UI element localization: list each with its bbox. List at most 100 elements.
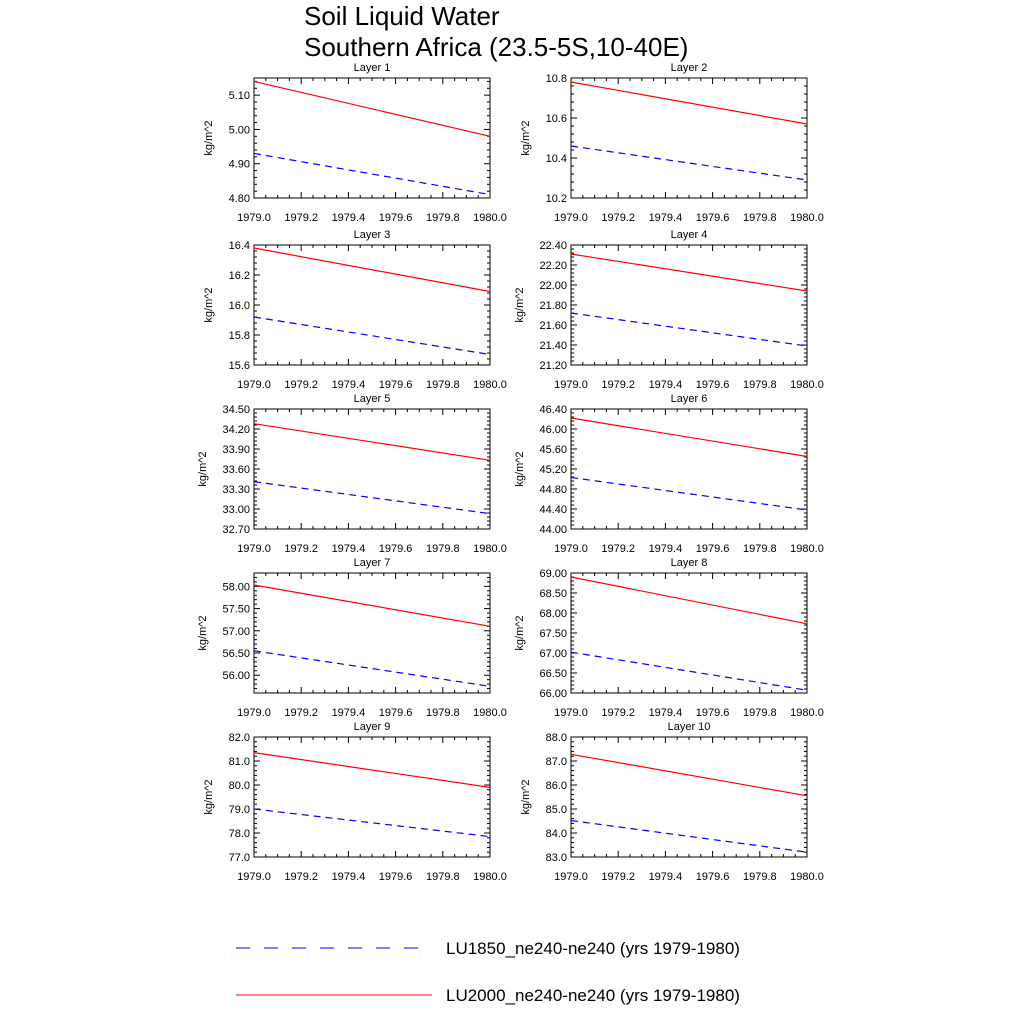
y-tick-label: 85.0 [546, 804, 567, 816]
x-tick-label: 1980.0 [473, 707, 507, 719]
y-tick-label: 10.4 [546, 153, 567, 165]
series-line-lu1850 [253, 152, 491, 196]
plot-frame [570, 572, 808, 694]
x-tick-label: 1979.8 [426, 543, 460, 555]
x-tick-label: 1979.4 [649, 212, 683, 224]
y-axis-label: kg/m^2 [203, 287, 215, 322]
y-tick-label: 21.60 [539, 320, 567, 332]
panel-title: Layer 1 [354, 62, 391, 74]
y-tick-label: 10.6 [546, 113, 567, 125]
legend-label-lu2000: LU2000_ne240-ne240 (yrs 1979-1980) [446, 986, 740, 1005]
y-tick-label: 44.40 [539, 504, 567, 516]
panel-title: Layer 5 [354, 393, 391, 405]
y-tick-label: 57.00 [222, 626, 250, 638]
y-axis-label: kg/m^2 [203, 120, 215, 155]
y-tick-label: 84.0 [546, 828, 567, 840]
series-line-lu2000 [570, 253, 808, 292]
layer-panel: Layer 6 1979.0 1979.2 1979.4 1979.6 1979.8 198… [514, 393, 824, 555]
x-tick-label: 1979.2 [284, 212, 318, 224]
y-tick-label: 5.10 [229, 90, 250, 102]
x-tick-label: 1980.0 [473, 379, 507, 391]
x-tick-label: 1979.2 [601, 543, 635, 555]
x-tick-label: 1979.2 [601, 871, 635, 883]
y-tick-label: 16.0 [229, 300, 250, 312]
panel-title: Layer 2 [671, 62, 708, 74]
x-tick-label: 1979.0 [237, 212, 271, 224]
panel-title: Layer 8 [671, 557, 708, 569]
y-tick-label: 77.0 [229, 852, 250, 864]
y-axis-label: kg/m^2 [520, 120, 532, 155]
y-tick-label: 66.00 [539, 688, 567, 700]
x-tick-label: 1979.8 [426, 379, 460, 391]
panel-title: Layer 10 [668, 721, 711, 733]
y-axis-label: kg/m^2 [514, 615, 526, 650]
x-tick-label: 1980.0 [790, 707, 824, 719]
panel-title: Layer 6 [671, 393, 708, 405]
x-tick-label: 1979.6 [379, 871, 413, 883]
y-tick-label: 34.50 [222, 404, 250, 416]
x-tick-label: 1979.2 [284, 707, 318, 719]
y-tick-label: 10.8 [546, 73, 567, 85]
x-tick-label: 1980.0 [790, 379, 824, 391]
y-tick-label: 21.40 [539, 340, 567, 352]
x-tick-label: 1979.8 [743, 379, 777, 391]
y-tick-label: 67.50 [539, 628, 567, 640]
y-tick-label: 46.40 [539, 404, 567, 416]
series-line-lu1850 [570, 651, 808, 691]
y-tick-label: 68.00 [539, 608, 567, 620]
x-tick-label: 1979.0 [554, 707, 588, 719]
y-tick-label: 16.4 [229, 240, 250, 252]
series-line-lu1850 [570, 476, 808, 511]
x-tick-label: 1979.4 [332, 543, 366, 555]
y-axis-label: kg/m^2 [520, 779, 532, 814]
x-tick-label: 1979.8 [743, 543, 777, 555]
legend: LU1850_ne240-ne240 (yrs 1979-1980) LU200… [236, 939, 740, 1005]
series-line-lu1850 [253, 808, 491, 838]
y-tick-label: 66.50 [539, 668, 567, 680]
series-line-lu2000 [253, 80, 491, 137]
y-tick-label: 88.0 [546, 732, 567, 744]
series-line-lu2000 [253, 423, 491, 461]
panels-grid: Layer 1 1979.0 1979.2 1979.4 1979.6 1979.8 198… [197, 62, 824, 883]
x-tick-label: 1979.4 [332, 212, 366, 224]
x-tick-label: 1979.2 [284, 379, 318, 391]
y-axis-label: kg/m^2 [197, 615, 209, 650]
x-tick-label: 1979.6 [696, 379, 730, 391]
x-tick-label: 1979.6 [379, 212, 413, 224]
x-tick-label: 1980.0 [473, 871, 507, 883]
y-tick-label: 5.00 [229, 124, 250, 136]
x-tick-label: 1979.6 [379, 707, 413, 719]
y-axis-label: kg/m^2 [203, 779, 215, 814]
x-tick-label: 1979.8 [426, 871, 460, 883]
plot-frame [570, 408, 808, 530]
x-tick-label: 1980.0 [473, 543, 507, 555]
layer-panel: Layer 7 1979.0 1979.2 1979.4 1979.6 1979.8 198… [197, 557, 507, 719]
series-line-lu2000 [570, 81, 808, 125]
series-line-lu2000 [253, 584, 491, 627]
y-tick-label: 16.2 [229, 270, 250, 282]
y-tick-label: 82.0 [229, 732, 250, 744]
series-line-lu1850 [253, 316, 491, 356]
y-tick-label: 4.80 [229, 193, 250, 205]
x-tick-label: 1979.8 [743, 871, 777, 883]
y-tick-label: 34.20 [222, 424, 250, 436]
y-tick-label: 44.00 [539, 524, 567, 536]
y-tick-label: 69.00 [539, 568, 567, 580]
y-tick-label: 15.6 [229, 360, 250, 372]
x-tick-label: 1979.4 [649, 379, 683, 391]
y-tick-label: 4.90 [229, 159, 250, 171]
series-line-lu1850 [253, 481, 491, 515]
series-line-lu2000 [570, 753, 808, 797]
series-line-lu1850 [570, 819, 808, 853]
x-tick-label: 1979.0 [237, 379, 271, 391]
x-tick-label: 1979.2 [601, 212, 635, 224]
x-tick-label: 1979.0 [554, 379, 588, 391]
y-axis-label: kg/m^2 [197, 451, 209, 486]
y-tick-label: 58.00 [222, 581, 250, 593]
y-tick-label: 68.50 [539, 588, 567, 600]
y-tick-label: 32.70 [222, 524, 250, 536]
y-tick-label: 80.0 [229, 780, 250, 792]
x-tick-label: 1980.0 [790, 871, 824, 883]
plot-frame [570, 244, 808, 366]
